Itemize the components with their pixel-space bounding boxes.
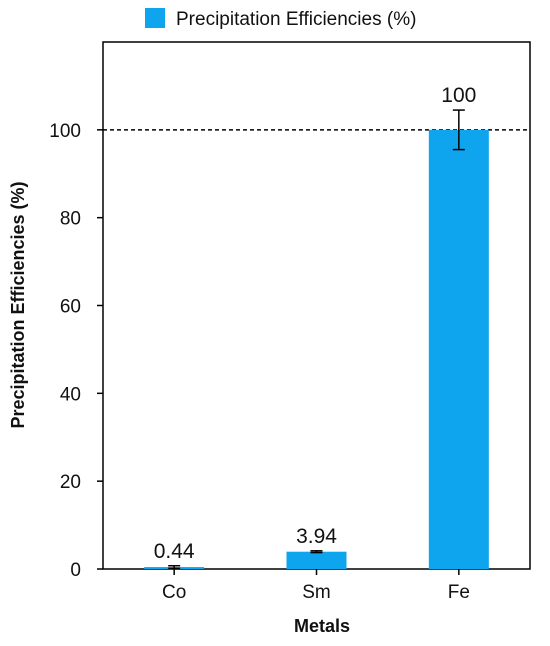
y-tick-label: 100: [49, 121, 81, 142]
y-tick-label: 20: [60, 472, 81, 493]
y-tick-label: 60: [60, 297, 81, 318]
bar: [286, 551, 347, 569]
y-tick-label: 80: [60, 209, 81, 230]
x-tick-label: Fe: [448, 582, 470, 603]
x-tick-label: Sm: [302, 582, 331, 603]
bar: [428, 129, 489, 570]
y-axis-title: Precipitation Efficiencies (%): [8, 181, 28, 428]
data-label: 100: [441, 84, 476, 107]
legend-label: Precipitation Efficiencies (%): [176, 9, 416, 30]
y-tick-label: 40: [60, 384, 81, 405]
legend-swatch: [145, 8, 165, 28]
data-label: 0.44: [154, 540, 195, 563]
x-tick-label: Co: [162, 582, 186, 603]
legend: Precipitation Efficiencies (%): [145, 8, 416, 30]
data-label: 3.94: [296, 525, 337, 548]
x-axis-title: Metals: [294, 616, 350, 636]
y-tick-label: 0: [70, 560, 81, 581]
